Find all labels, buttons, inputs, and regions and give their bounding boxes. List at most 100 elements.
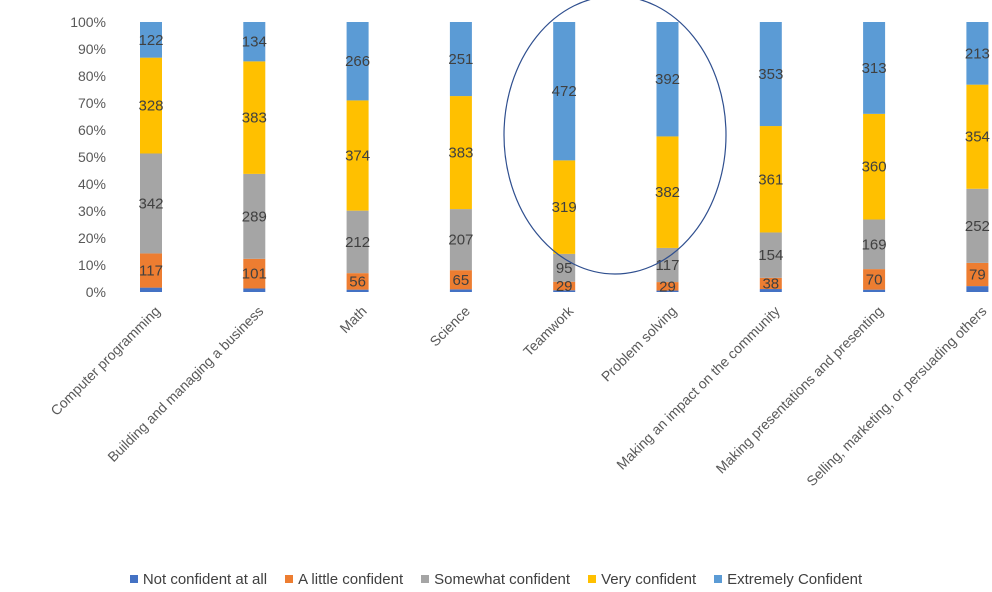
data-label: 472 [552, 83, 577, 100]
data-label: 251 [448, 51, 473, 68]
bar-segment [346, 289, 369, 292]
data-label: 29 [659, 278, 676, 295]
bar-segment [656, 282, 679, 291]
y-axis: 0% 10% 20% 30% 40% 50% 60% 70% 80% 90% 100% [70, 14, 106, 300]
legend: Not confident at all A little confident So… [0, 568, 992, 590]
bar-segment [759, 232, 782, 278]
bar-segment [346, 210, 369, 274]
bar-segment [656, 22, 679, 137]
data-label: 360 [862, 159, 887, 176]
data-label: 383 [448, 145, 473, 162]
bar-segment [243, 288, 266, 292]
bar-segment [759, 126, 782, 233]
bar-segment [243, 61, 266, 174]
legend-swatch [588, 575, 597, 583]
data-label: 353 [758, 66, 783, 83]
y-tick-label: 0% [86, 284, 106, 300]
legend-item: A little confident [285, 571, 403, 588]
data-label: 79 [969, 267, 986, 284]
legend-swatch [714, 575, 723, 583]
y-tick-label: 20% [78, 230, 106, 246]
data-label: 117 [139, 263, 163, 280]
bar-segment [656, 136, 679, 248]
stacked-bar-chart: 0% 10% 20% 30% 40% 50% 60% 70% 80% 90% 100% 117 342… [47, 0, 990, 489]
y-tick-label: 80% [78, 68, 106, 84]
bar-segment [966, 286, 989, 292]
data-label: 207 [448, 232, 473, 249]
bars [140, 22, 989, 292]
y-tick-label: 90% [78, 41, 106, 57]
bar-segment [966, 188, 989, 263]
data-label: 154 [758, 247, 783, 264]
bar-segment [553, 290, 576, 292]
bar-segment [553, 281, 576, 291]
data-label: 29 [556, 278, 573, 295]
x-tick-label: Computer programming [47, 303, 163, 419]
data-label: 328 [138, 98, 163, 115]
data-label: 56 [349, 273, 366, 290]
data-label: 117 [656, 257, 680, 274]
y-tick-label: 10% [78, 257, 106, 273]
y-tick-label: 40% [78, 176, 106, 192]
bar-segment [966, 84, 989, 189]
data-label: 319 [552, 199, 577, 216]
legend-label: Extremely Confident [727, 570, 863, 588]
legend-swatch [129, 575, 138, 583]
data-label: 213 [965, 45, 990, 62]
bar-segment [759, 22, 782, 127]
legend-swatch [285, 575, 294, 583]
bar-segment [243, 173, 266, 259]
legend-item: Somewhat confident [421, 571, 570, 588]
legend-label: Somewhat confident [434, 570, 571, 588]
bar-segment [346, 22, 369, 101]
bar-segment [863, 22, 886, 114]
bar-segment [449, 96, 472, 210]
bar-segment [346, 100, 369, 211]
bar-segment [140, 57, 162, 154]
data-label: 252 [965, 218, 990, 235]
bar-segment [449, 289, 472, 292]
bar-segment [553, 160, 576, 254]
bar-segment [553, 253, 576, 282]
data-label: 374 [345, 148, 370, 165]
bar-segment [346, 273, 369, 290]
y-tick-label: 30% [78, 203, 106, 219]
x-tick-label: Making presentations and presenting [713, 303, 887, 477]
bar-segment [553, 22, 576, 161]
bar-segment [863, 219, 886, 270]
data-label: 313 [862, 60, 887, 77]
data-label: 289 [242, 208, 267, 225]
data-label: 122 [138, 32, 163, 49]
data-label: 169 [862, 236, 887, 253]
data-label: 354 [965, 129, 990, 146]
legend-item: Very confident [588, 571, 696, 588]
bar-segment [449, 209, 472, 271]
legend-label: Not confident at all [142, 570, 268, 588]
bar-segment [140, 153, 162, 254]
highlight-ellipse [503, 0, 727, 275]
bar-segment [966, 262, 989, 287]
bar-segment [449, 270, 472, 290]
legend-swatch [421, 575, 430, 583]
y-tick-label: 100% [70, 14, 106, 30]
x-tick-label: Science [426, 303, 473, 350]
bar-segment [243, 258, 266, 289]
bar-segment [759, 289, 782, 292]
legend-item: Not confident at all [129, 570, 268, 588]
legend-label: Very confident [601, 570, 697, 588]
x-tick-label: Math [336, 303, 369, 336]
bar-segment [759, 277, 782, 290]
data-label: 212 [345, 234, 370, 251]
data-label: 38 [762, 275, 779, 292]
y-tick-label: 50% [78, 149, 106, 165]
bar-segment [656, 290, 679, 292]
bar-segment [449, 22, 472, 97]
data-label: 382 [655, 184, 680, 201]
data-label: 266 [345, 53, 370, 70]
x-tick-label: Selling, marketing, or persuading others [803, 303, 989, 489]
data-label: 65 [453, 272, 470, 289]
bar-segment [140, 253, 162, 288]
bar-segment [140, 287, 162, 292]
data-label: 361 [758, 171, 783, 188]
